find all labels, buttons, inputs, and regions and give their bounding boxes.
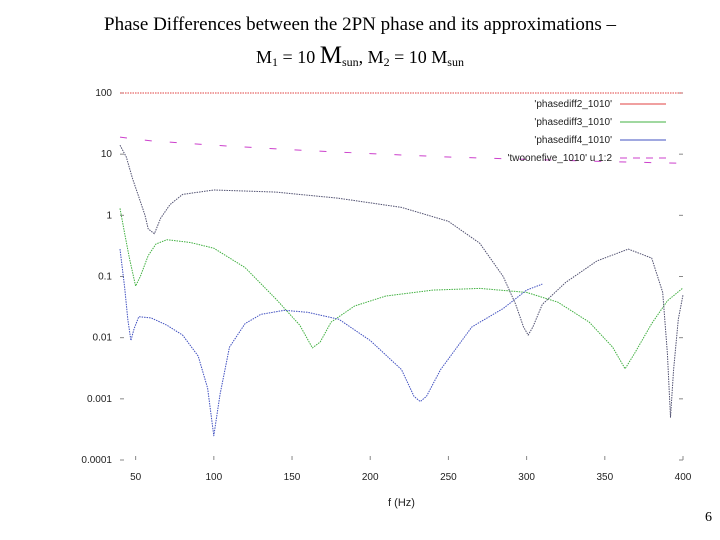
chart-series xyxy=(119,92,684,437)
slide-title-line2: M1 = 10 Msun, M2 = 10 Msun xyxy=(0,42,720,70)
title-msun2-sub: sun xyxy=(447,55,464,69)
legend-label: 'phasediff3_1010' xyxy=(534,117,612,128)
y-tick-label: 0.001 xyxy=(87,394,112,405)
title-m1: M xyxy=(256,47,273,67)
series-line-4 xyxy=(119,136,684,164)
x-tick-label: 400 xyxy=(675,472,692,483)
series-line-5 xyxy=(119,144,684,418)
title-m2-value: = 10 xyxy=(389,47,432,67)
title-msun1-sub: sun xyxy=(341,55,359,69)
x-tick-label: 350 xyxy=(596,472,613,483)
title-m1-sub: 1 xyxy=(272,55,279,69)
legend-label: 'phasediff4_1010' xyxy=(534,135,612,146)
slide-title-line1: Phase Differences between the 2PN phase … xyxy=(104,14,616,35)
title-msun2: M xyxy=(431,47,448,67)
legend-label: 'phasediff2_1010' xyxy=(534,99,612,110)
x-tick-label: 50 xyxy=(130,472,142,483)
title-msun1: M xyxy=(319,42,342,69)
y-tick-label: 0.0001 xyxy=(81,455,112,466)
x-tick-label: 250 xyxy=(440,472,457,483)
x-tick-label: 200 xyxy=(362,472,379,483)
title-m2-sub: 2 xyxy=(383,55,390,69)
page-number: 6 xyxy=(705,510,712,525)
series-line-2 xyxy=(119,208,684,370)
x-tick-label: 150 xyxy=(284,472,301,483)
y-tick-label: 100 xyxy=(95,88,112,99)
chart-axes: 100 10 1 0.1 0.01 0.001 0.0001 50 100 150 200 250 30… xyxy=(81,88,691,509)
x-tick-label: 300 xyxy=(518,472,535,483)
legend-label: 'twoonefive_1010' u 1:2 xyxy=(508,153,613,164)
x-axis-label: f (Hz) xyxy=(388,497,415,509)
y-tick-label: 10 xyxy=(101,149,113,160)
series-line-3 xyxy=(119,249,543,437)
title-separator: , xyxy=(358,47,368,67)
y-tick-label: 0.01 xyxy=(93,333,113,344)
y-tick-label: 1 xyxy=(106,210,112,221)
chart-legend: 'phasediff2_1010' 'phasediff3_1010' 'phase… xyxy=(508,99,666,164)
y-tick-label: 0.1 xyxy=(98,272,112,283)
title-m1-value: = 10 xyxy=(278,47,320,67)
title-m2: M xyxy=(367,47,384,67)
x-tick-label: 100 xyxy=(205,472,222,483)
